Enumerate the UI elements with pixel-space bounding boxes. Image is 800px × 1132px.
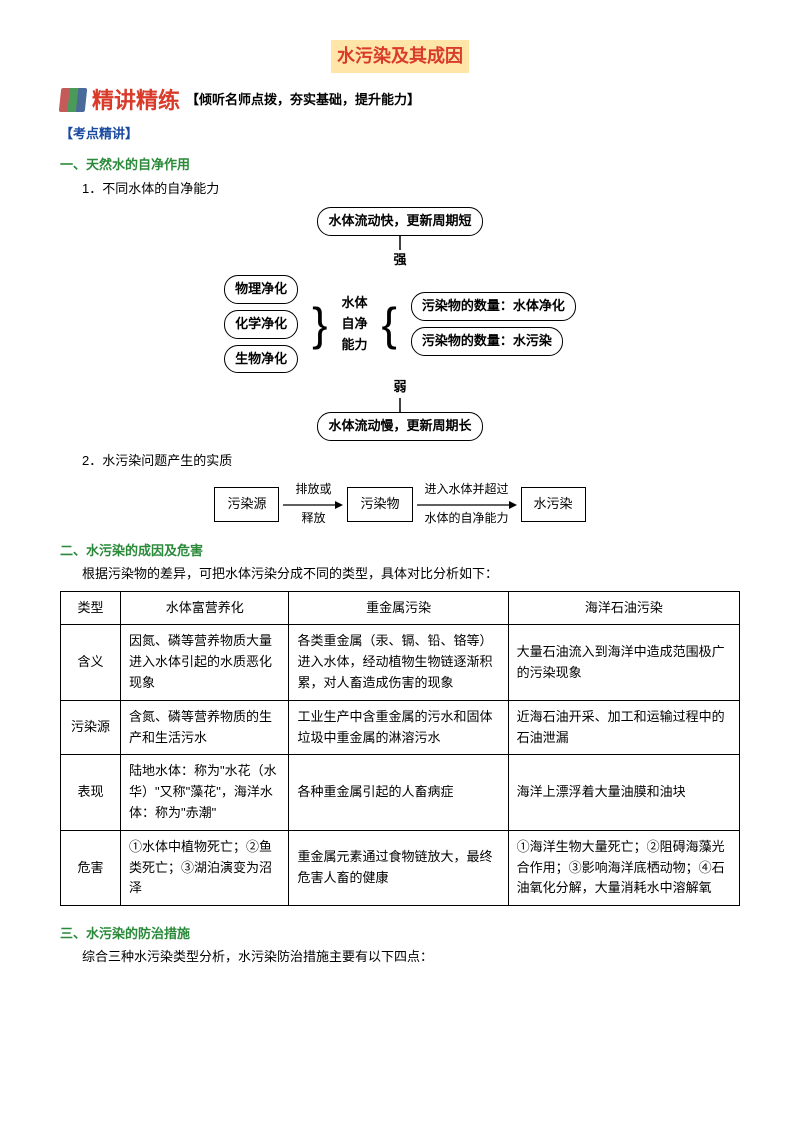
- flow-l2b: 水体的自净能力: [424, 511, 508, 527]
- th-1: 水体富营养化: [121, 591, 289, 625]
- flow-l2a: 进入水体并超过: [424, 482, 508, 498]
- banner: 精讲精练 【倾听名师点拨，夯实基础，提升能力】: [60, 83, 740, 118]
- th-0: 类型: [61, 591, 121, 625]
- heading-s2: 二、水污染的成因及危害: [60, 541, 740, 562]
- flow-l1b: 释放: [301, 511, 325, 527]
- d1-right-1: 污染物的数量：水污染: [411, 327, 563, 356]
- s3-intro: 综合三种水污染类型分析，水污染防治措施主要有以下四点：: [82, 947, 740, 968]
- brace-left-icon: }: [312, 301, 327, 347]
- th-2: 重金属污染: [289, 591, 508, 625]
- flow-arrow-1: 排放或 释放: [283, 482, 343, 527]
- flow-arrow-2: 进入水体并超过 水体的自净能力: [417, 482, 517, 527]
- th-3: 海洋石油污染: [508, 591, 739, 625]
- heading-kdjj: 【考点精讲】: [60, 124, 740, 145]
- diagram-self-purify: 水体流动快，更新周期短 强 物理净化 化学净化 生物净化 } 水体自净能力 { …: [170, 207, 630, 441]
- d1-left-0: 物理净化: [224, 275, 298, 304]
- books-icon: [59, 88, 88, 112]
- flow-b2: 污染物: [347, 487, 412, 522]
- s1-2: 2．水污染问题产生的实质: [82, 451, 740, 472]
- flow-b1: 污染源: [214, 487, 279, 522]
- banner-sub: 【倾听名师点拨，夯实基础，提升能力】: [186, 90, 420, 111]
- flowchart: 污染源 排放或 释放 污染物 进入水体并超过 水体的自净能力 水污染: [60, 482, 740, 527]
- d1-left-2: 生物净化: [224, 345, 298, 374]
- pollution-table: 类型 水体富营养化 重金属污染 海洋石油污染 含义 因氮、磷等营养物质大量进入水…: [60, 591, 740, 907]
- table-row: 表现 陆地水体：称为"水花（水华）"又称"藻花"，海洋水体：称为"赤潮" 各种重…: [61, 755, 740, 830]
- banner-main: 精讲精练: [92, 83, 180, 118]
- s1-1: 1．不同水体的自净能力: [82, 179, 740, 200]
- page-title-wrap: 水污染及其成因: [60, 40, 740, 73]
- d1-top: 水体流动快，更新周期短: [317, 207, 482, 236]
- d1-right-0: 污染物的数量：水体净化: [411, 292, 576, 321]
- table-row: 类型 水体富营养化 重金属污染 海洋石油污染: [61, 591, 740, 625]
- heading-s1: 一、天然水的自净作用: [60, 155, 740, 176]
- brace-right-icon: {: [382, 301, 397, 347]
- d1-center: 水体自净能力: [341, 293, 367, 355]
- flow-b3: 水污染: [521, 487, 586, 522]
- d1-strong: 强: [393, 250, 406, 271]
- heading-s3: 三、水污染的防治措施: [60, 924, 740, 945]
- flow-l1a: 排放或: [295, 482, 331, 498]
- table-row: 危害 ①水体中植物死亡；②鱼类死亡；③湖泊演变为沼泽 重金属元素通过食物链放大，…: [61, 830, 740, 905]
- d1-bottom: 水体流动慢，更新周期长: [317, 412, 482, 441]
- d1-left-1: 化学净化: [224, 310, 298, 339]
- table-row: 污染源 含氮、磷等营养物质的生产和生活污水 工业生产中含重金属的污水和固体垃圾中…: [61, 700, 740, 755]
- s2-intro: 根据污染物的差异，可把水体污染分成不同的类型，具体对比分析如下：: [82, 564, 740, 585]
- page-title: 水污染及其成因: [331, 40, 469, 73]
- d1-weak: 弱: [393, 377, 406, 398]
- table-row: 含义 因氮、磷等营养物质大量进入水体引起的水质恶化现象 各类重金属（汞、镉、铅、…: [61, 625, 740, 700]
